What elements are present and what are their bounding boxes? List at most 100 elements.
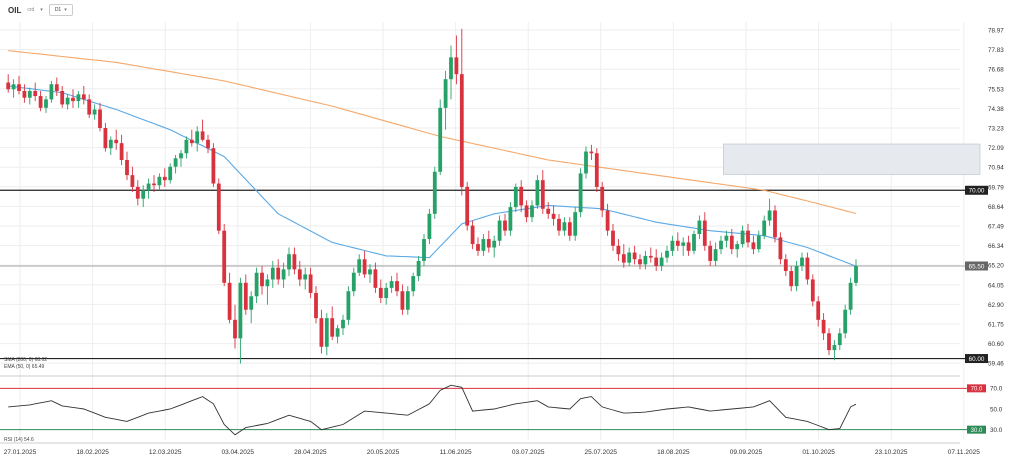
candle-body (341, 319, 345, 329)
candle-body (427, 213, 432, 240)
candle-body (162, 176, 167, 181)
candle-body (773, 210, 777, 238)
candle (206, 134, 210, 154)
candle (551, 205, 556, 226)
candle-body (459, 74, 464, 187)
candle-body (837, 333, 842, 346)
candle-body (281, 269, 286, 280)
candle (573, 207, 578, 241)
candle-body (243, 282, 248, 310)
candle (746, 223, 750, 248)
y-tick-label: 64.05 (988, 282, 1004, 289)
y-tick-label: 77.83 (988, 47, 1004, 54)
candle-body (778, 237, 783, 260)
candle-body (827, 333, 831, 351)
candle-body (497, 220, 502, 241)
candle-body (567, 222, 572, 236)
candle (287, 247, 291, 277)
y-tick-label: 70.94 (988, 165, 1004, 172)
candle-body (735, 244, 740, 250)
candle (605, 203, 610, 236)
candle-body (179, 153, 183, 159)
candle (44, 96, 48, 113)
candle (708, 240, 713, 266)
ema-legend-item[interactable]: EMA (50, 0) 65.49 (4, 364, 47, 371)
candle-body (98, 109, 102, 129)
candle (713, 242, 718, 266)
candle-body (276, 267, 281, 280)
candle-body (249, 296, 254, 310)
sma-line (8, 50, 857, 215)
candle (773, 205, 777, 243)
rsi-y-tick-label: 30.0 (990, 427, 1003, 434)
candle-body (616, 245, 621, 255)
x-tick-label: 18.02.2025 (76, 449, 109, 456)
candle-body (211, 148, 216, 184)
x-tick-label: 11.06.2025 (440, 449, 472, 456)
candle-body (746, 230, 750, 243)
candle (60, 85, 65, 108)
candle-body (260, 272, 264, 287)
candle-body (22, 90, 27, 98)
candle-body (287, 254, 291, 270)
y-tick-label: 73.23 (988, 126, 1004, 133)
rsi-legend-item[interactable]: RSI (14) 54.6 (4, 437, 34, 443)
candle (783, 254, 788, 277)
candle (249, 291, 254, 324)
candle-body (216, 183, 221, 231)
sma-legend-item[interactable]: SMA (200, 0) 68.62 (4, 357, 47, 364)
candle (17, 75, 21, 95)
candle (238, 277, 243, 364)
candle (481, 234, 486, 256)
symbol-chevron-down-icon[interactable]: ▾ (40, 7, 43, 13)
candle (27, 87, 32, 105)
timeframe-select[interactable]: D1 ▾ (48, 4, 73, 16)
x-tick-label: 07.11.2025 (948, 449, 980, 456)
candle (665, 245, 669, 263)
candle (492, 235, 497, 258)
x-tick-label: 03.04.2025 (222, 449, 255, 456)
y-tick-label: 74.38 (988, 106, 1004, 113)
candle (643, 250, 648, 270)
candle (276, 259, 281, 285)
candle (729, 228, 734, 255)
level-price-tag (965, 261, 988, 271)
candle (71, 89, 75, 108)
candle (184, 136, 189, 159)
candle-body (389, 281, 394, 288)
candle-body (222, 230, 227, 283)
candle (486, 230, 491, 253)
candle (427, 208, 432, 245)
y-tick-label: 67.49 (988, 224, 1004, 231)
candle-body (530, 205, 534, 218)
candle (557, 213, 561, 236)
candle-body (87, 99, 92, 115)
candle-body (200, 131, 205, 140)
candle-body (767, 210, 772, 221)
candle-body (524, 205, 529, 218)
candle-body (368, 269, 372, 275)
y-tick-label: 69.79 (988, 184, 1004, 191)
candle (292, 247, 297, 275)
candle (330, 306, 335, 341)
candle-body (454, 57, 459, 75)
candle (38, 90, 43, 112)
candle (152, 175, 156, 192)
candle (405, 286, 410, 315)
candle (589, 144, 594, 160)
candle (611, 223, 615, 251)
candle-body (611, 230, 615, 246)
candle (384, 282, 389, 305)
candle (524, 200, 529, 223)
candle-body (697, 220, 702, 235)
candle (497, 215, 502, 246)
candle-body (173, 158, 178, 167)
candle (438, 99, 443, 176)
candle-body (816, 301, 821, 320)
candle (459, 28, 464, 196)
candle-body (324, 318, 329, 347)
candle-body (168, 166, 173, 181)
candle-body (319, 318, 324, 347)
candle (135, 180, 140, 206)
